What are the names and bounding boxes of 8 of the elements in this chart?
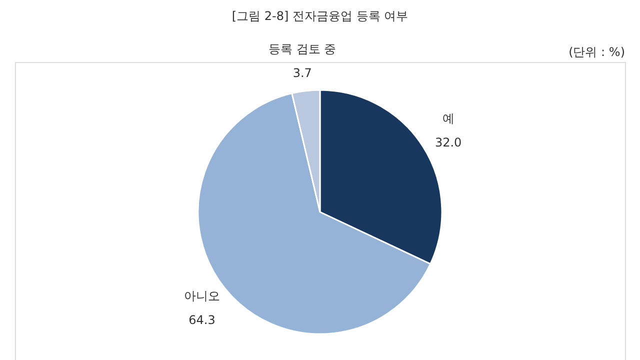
data-label: 64.3: [188, 312, 216, 327]
slice-label: 아니오: [184, 288, 220, 303]
chart-title: [그림 2-8] 전자금융업 등록 여부: [232, 9, 408, 24]
slice-label: 등록 검토 중: [268, 42, 336, 56]
data-label: 32.0: [434, 136, 462, 150]
slice-label: 예: [442, 112, 454, 126]
text: (단위 : %): [568, 45, 625, 59]
data-label: 3.7: [292, 66, 312, 80]
